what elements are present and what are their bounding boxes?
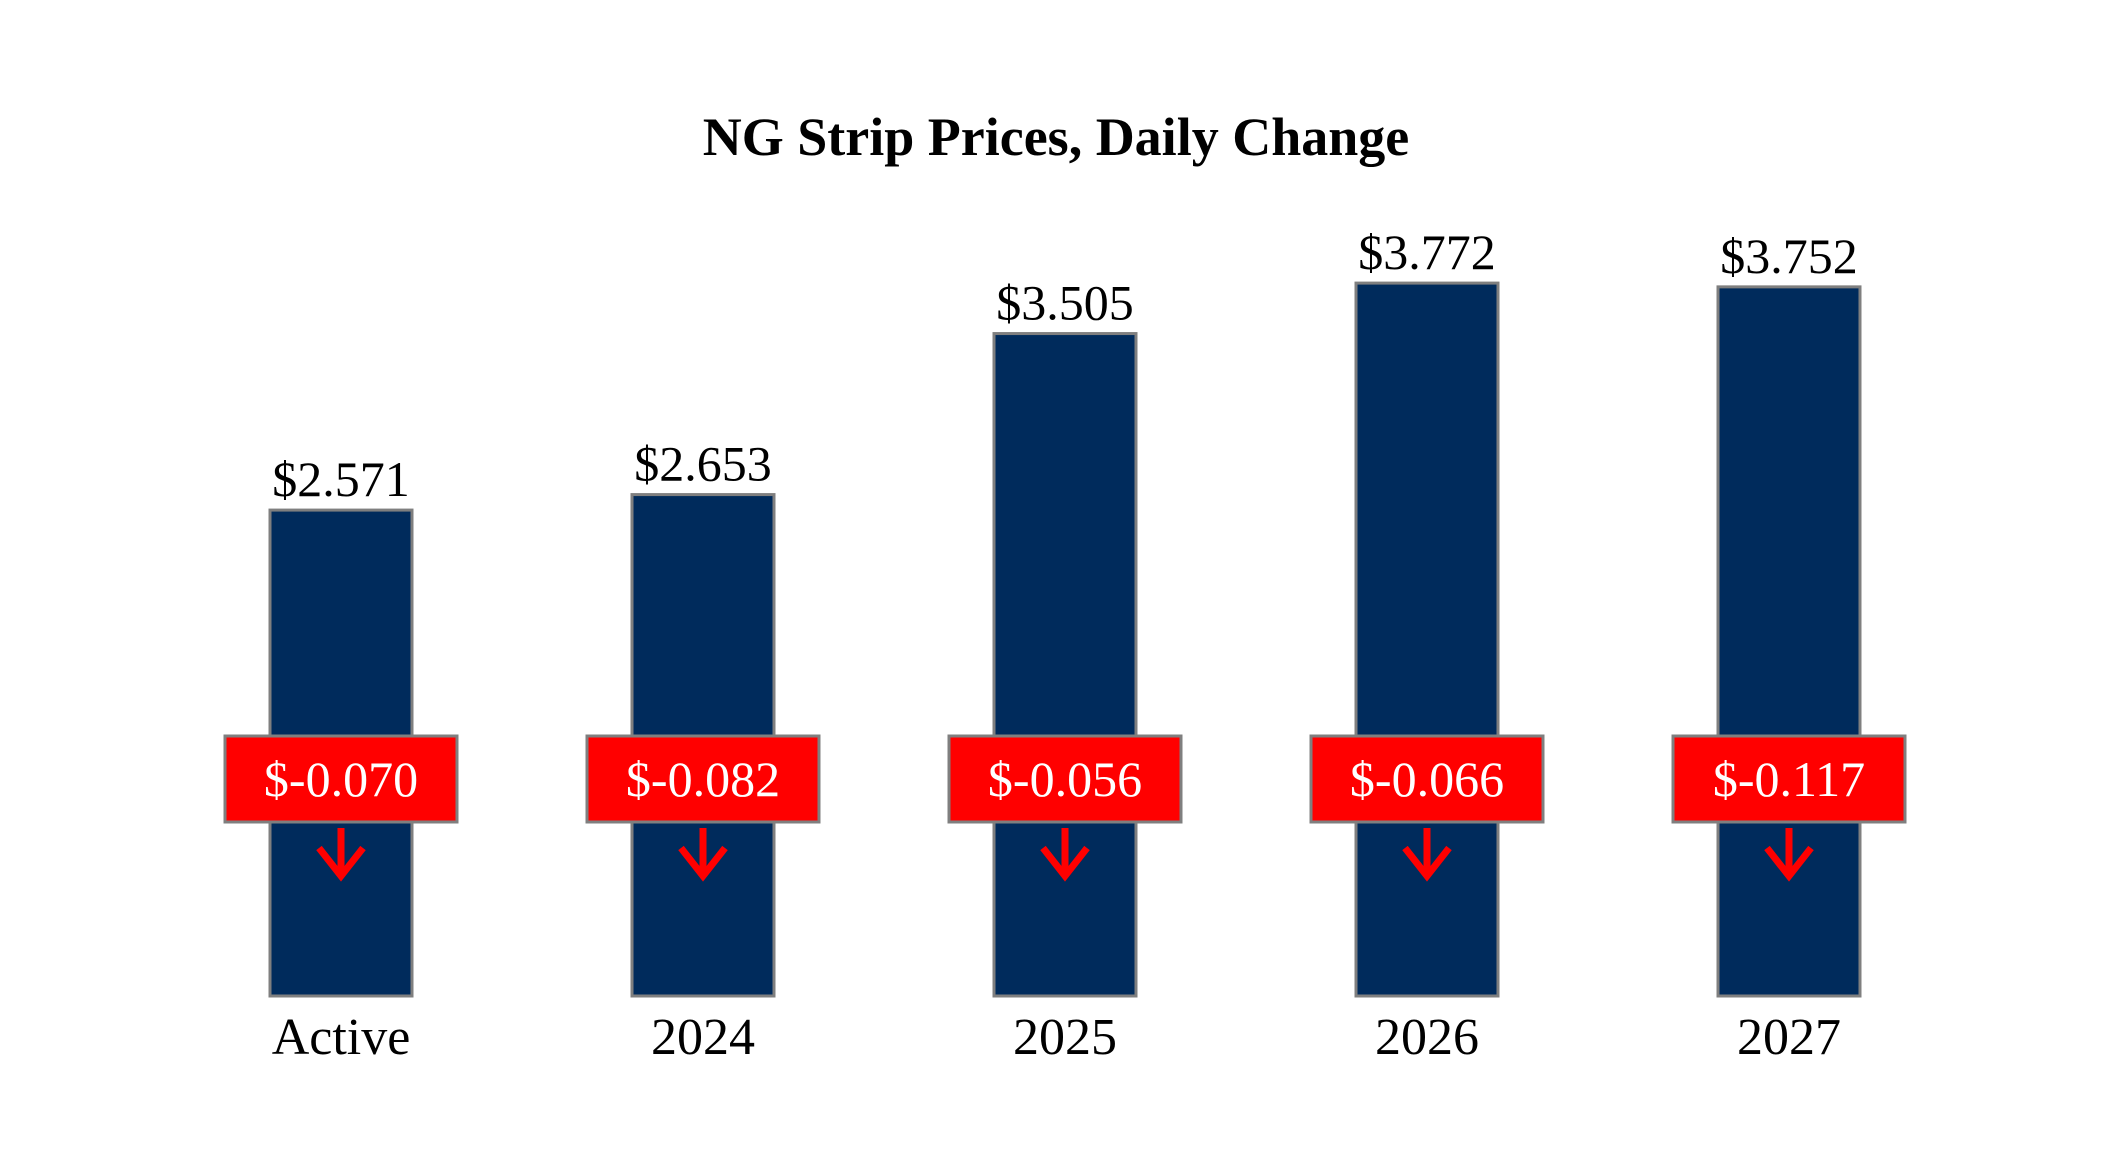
change-label-3: $-0.066 — [1350, 751, 1504, 807]
chart-title: NG Strip Prices, Daily Change — [703, 107, 1409, 167]
down-arrow-icon — [678, 828, 728, 882]
change-box-4 — [1671, 734, 1907, 824]
change-label-0: $-0.070 — [264, 751, 418, 807]
value-label-2: $3.505 — [996, 275, 1134, 331]
value-label-1: $2.653 — [634, 436, 772, 492]
change-box-1 — [585, 734, 821, 824]
value-label-3: $3.772 — [1358, 224, 1496, 280]
category-label-2: 2025 — [1013, 1009, 1117, 1066]
change-label-4: $-0.117 — [1713, 751, 1865, 807]
value-label-4: $3.752 — [1720, 228, 1858, 284]
bar-2 — [992, 332, 1138, 998]
bar-3 — [1354, 281, 1500, 998]
down-arrow-icon — [316, 828, 366, 882]
change-box-2 — [947, 734, 1183, 824]
category-label-1: 2024 — [651, 1009, 755, 1066]
change-label-2: $-0.056 — [988, 751, 1142, 807]
down-arrow-icon — [1764, 828, 1814, 882]
bars-group: $2.571 $-0.070 Active $2.653 $-0.082 2024 $3.5… — [223, 224, 1907, 1066]
down-arrow-icon — [1402, 828, 1452, 882]
change-box-0 — [223, 734, 459, 824]
down-arrow-icon — [1040, 828, 1090, 882]
category-label-3: 2026 — [1375, 1009, 1479, 1066]
bar-4 — [1716, 285, 1862, 998]
change-label-1: $-0.082 — [626, 751, 780, 807]
change-box-3 — [1309, 734, 1545, 824]
category-label-0: Active — [272, 1009, 411, 1066]
value-label-0: $2.571 — [272, 451, 410, 507]
category-label-4: 2027 — [1737, 1009, 1841, 1066]
